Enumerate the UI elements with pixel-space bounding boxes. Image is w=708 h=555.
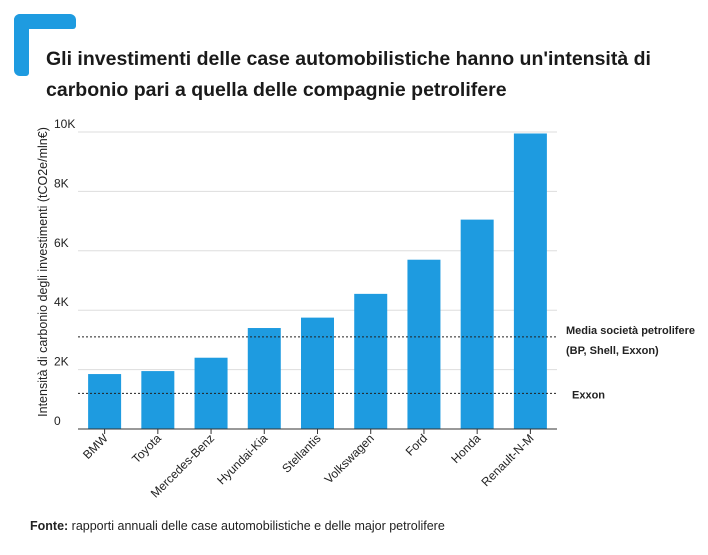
- title-accent-bracket-vertical: [14, 14, 29, 76]
- y-tick-label: 8K: [54, 176, 69, 190]
- y-tick-label: 6K: [54, 236, 69, 250]
- bar: [460, 219, 494, 429]
- x-tick-label: Volkswagen: [322, 431, 377, 486]
- reference-line-label: Media società petrolifere: [566, 325, 695, 337]
- x-tick-label: Renault-N-M: [479, 431, 537, 489]
- y-tick-label: 10K: [54, 117, 75, 131]
- bar: [513, 133, 547, 430]
- chart-title: Gli investimenti delle case automobilist…: [46, 48, 651, 101]
- y-tick-label: 0: [54, 414, 61, 428]
- y-tick-label: 4K: [54, 295, 69, 309]
- source-label: Fonte:: [30, 519, 69, 533]
- source-note: Fonte: rapporti annuali delle case autom…: [30, 519, 445, 533]
- bar: [301, 317, 334, 429]
- x-tick-label: Hyundai-Kia: [214, 431, 270, 487]
- x-tick-label: Stellantis: [279, 431, 323, 475]
- bar: [247, 328, 281, 429]
- x-tick-label: BMW: [80, 431, 111, 462]
- bar: [141, 371, 175, 429]
- title-accent-bracket: [14, 14, 76, 29]
- x-tick-label: Honda: [448, 431, 483, 466]
- bar: [407, 259, 441, 429]
- reference-line-label: Exxon: [572, 389, 605, 401]
- x-tick-label: Ford: [403, 431, 430, 458]
- bar: [88, 374, 122, 429]
- y-axis-label: Intensità di carbonio degli investimenti…: [36, 127, 50, 417]
- reference-line-label: (BP, Shell, Exxon): [566, 345, 659, 357]
- bar: [354, 293, 388, 429]
- y-tick-label: 2K: [54, 355, 69, 369]
- x-tick-label: Toyota: [129, 431, 164, 466]
- source-text: rapporti annuali delle case automobilist…: [68, 519, 445, 533]
